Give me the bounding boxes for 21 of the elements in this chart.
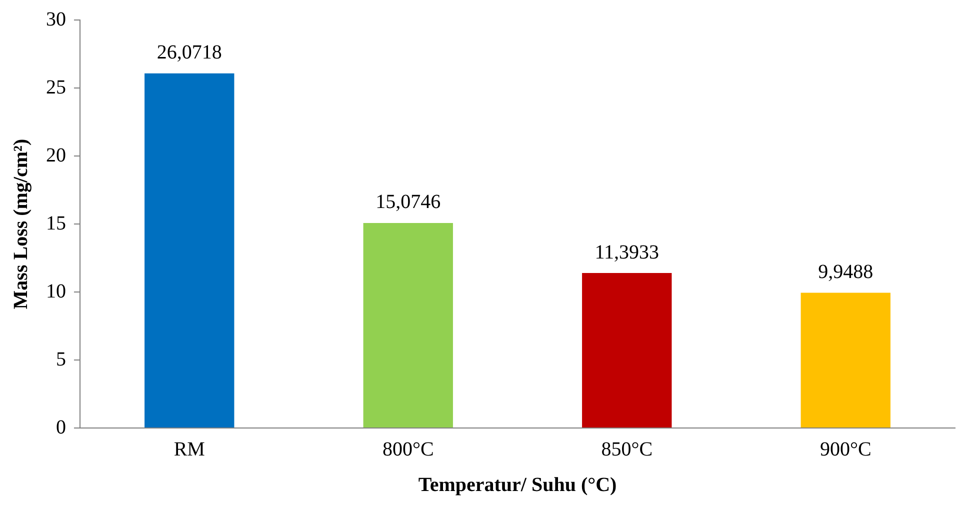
y-tick-label: 5	[56, 348, 66, 370]
y-tick-label: 20	[46, 144, 66, 166]
bar	[144, 73, 234, 428]
data-label: 9,9488	[818, 260, 874, 283]
y-tick-label: 25	[46, 76, 66, 98]
y-tick-label: 10	[46, 280, 66, 302]
y-axis-title: Mass Loss (mg/cm²)	[10, 138, 32, 310]
x-axis-title: Temperatur/ Suhu (°C)	[418, 474, 617, 496]
x-tick-label: 800°C	[382, 438, 434, 460]
bar	[582, 273, 672, 428]
y-tick-label: 15	[46, 212, 66, 234]
data-label: 15,0746	[376, 191, 441, 214]
x-tick-label: 900°C	[820, 438, 872, 460]
data-label: 26,0718	[156, 42, 222, 64]
y-tick-label: 30	[46, 8, 66, 30]
data-label: 11,3933	[594, 241, 660, 264]
x-tick-label: 850°C	[601, 438, 653, 460]
bar	[800, 292, 890, 428]
y-tick-label: 0	[56, 416, 66, 438]
bar	[363, 222, 453, 428]
x-tick-label: RM	[174, 438, 206, 460]
